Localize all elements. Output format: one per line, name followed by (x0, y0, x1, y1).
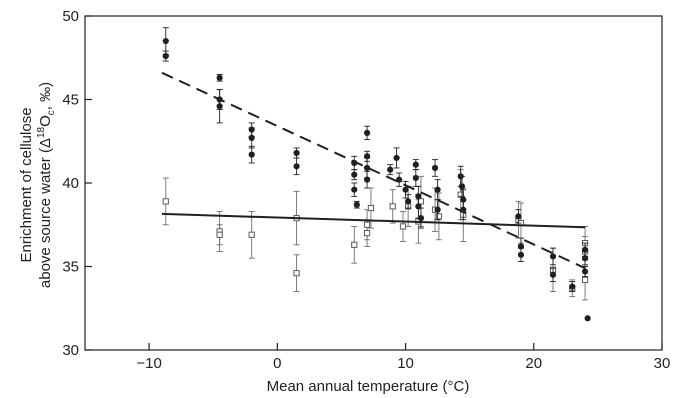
data-point-square (216, 231, 223, 238)
data-point-circle (412, 174, 419, 182)
data-point-circle (405, 198, 412, 205)
data-point-circle (434, 206, 441, 213)
data-point-circle (248, 126, 255, 133)
data-point-circle (457, 173, 464, 180)
data-point-circle (387, 166, 394, 173)
data-point-circle (393, 154, 400, 162)
data-point-circle (351, 159, 358, 167)
data-point-square (367, 204, 375, 212)
data-point-circle (434, 186, 441, 193)
data-point-circle (402, 186, 409, 193)
data-point-circle (412, 161, 419, 168)
data-point-circle (162, 37, 169, 45)
data-point-square (417, 198, 425, 205)
data-point-circle (363, 164, 371, 172)
data-point-square (389, 203, 396, 210)
y-tick-label: 45 (62, 92, 79, 109)
data-point-circle (293, 149, 300, 157)
data-point-square (363, 230, 371, 237)
plot-area (161, 27, 591, 322)
x-tick-label: −10 (136, 355, 161, 372)
data-point-circle (363, 129, 371, 136)
data-point-square (399, 223, 407, 230)
data-point-circle (460, 206, 467, 213)
data-point-circle (162, 52, 169, 60)
x-axis-label: Mean annual temperature (°C) (267, 378, 470, 395)
data-point-circle (363, 153, 371, 160)
data-point-circle (460, 196, 467, 203)
data-point-circle (248, 151, 255, 158)
data-point-circle (396, 176, 403, 183)
data-point-circle (581, 246, 589, 253)
data-point-circle (415, 193, 422, 200)
y-axis-label-line2: above source water (Δ18Oc, ‰) (36, 82, 57, 288)
data-point-circle (216, 74, 223, 81)
data-point-circle (458, 183, 466, 190)
data-point-square (435, 213, 442, 220)
axes: −10 0 10 20 30 30 35 40 45 50 (62, 8, 670, 372)
data-point-circle (581, 268, 589, 275)
plot-frame (84, 15, 663, 351)
y-tick-label: 30 (62, 342, 79, 359)
data-point-circle (549, 271, 557, 278)
data-point-circle (517, 243, 525, 250)
data-point-square (293, 270, 300, 277)
data-point-square (351, 241, 358, 248)
data-point-square (248, 231, 255, 238)
data-point-circle (515, 213, 522, 220)
data-point-circle (549, 253, 557, 260)
y-tick-label: 50 (62, 8, 79, 25)
data-point-square (363, 221, 371, 228)
y-tick-label: 35 (62, 259, 79, 276)
data-point-circle (569, 283, 576, 290)
data-point-circle (351, 186, 358, 193)
data-point-circle (351, 171, 358, 178)
x-tick-label: 0 (273, 355, 281, 372)
data-point-circle (293, 163, 300, 170)
data-point-square (162, 198, 169, 205)
data-point-circle (415, 203, 422, 210)
data-point-circle (517, 251, 525, 258)
y-axis-label-line1: Enrichment of cellulose (18, 107, 35, 262)
data-point-circle (248, 134, 255, 142)
fit-line-dashed (161, 71, 586, 270)
data-point-circle (431, 164, 439, 172)
data-point-circle (353, 201, 360, 208)
data-point-circle (216, 103, 223, 110)
fit-line-solid (161, 212, 586, 229)
x-tick-label: 30 (654, 355, 671, 372)
data-point-circle (216, 96, 223, 103)
y-axis-label: Enrichment of cellulose above source wat… (18, 82, 57, 288)
data-point-circle (581, 255, 589, 262)
data-point-circle (417, 214, 425, 222)
data-point-square (581, 276, 589, 283)
x-tick-label: 10 (397, 355, 414, 372)
data-point-circle (584, 315, 591, 322)
y-tick-label: 40 (62, 175, 79, 192)
data-point-circle (363, 176, 371, 183)
x-tick-label: 20 (525, 355, 542, 372)
